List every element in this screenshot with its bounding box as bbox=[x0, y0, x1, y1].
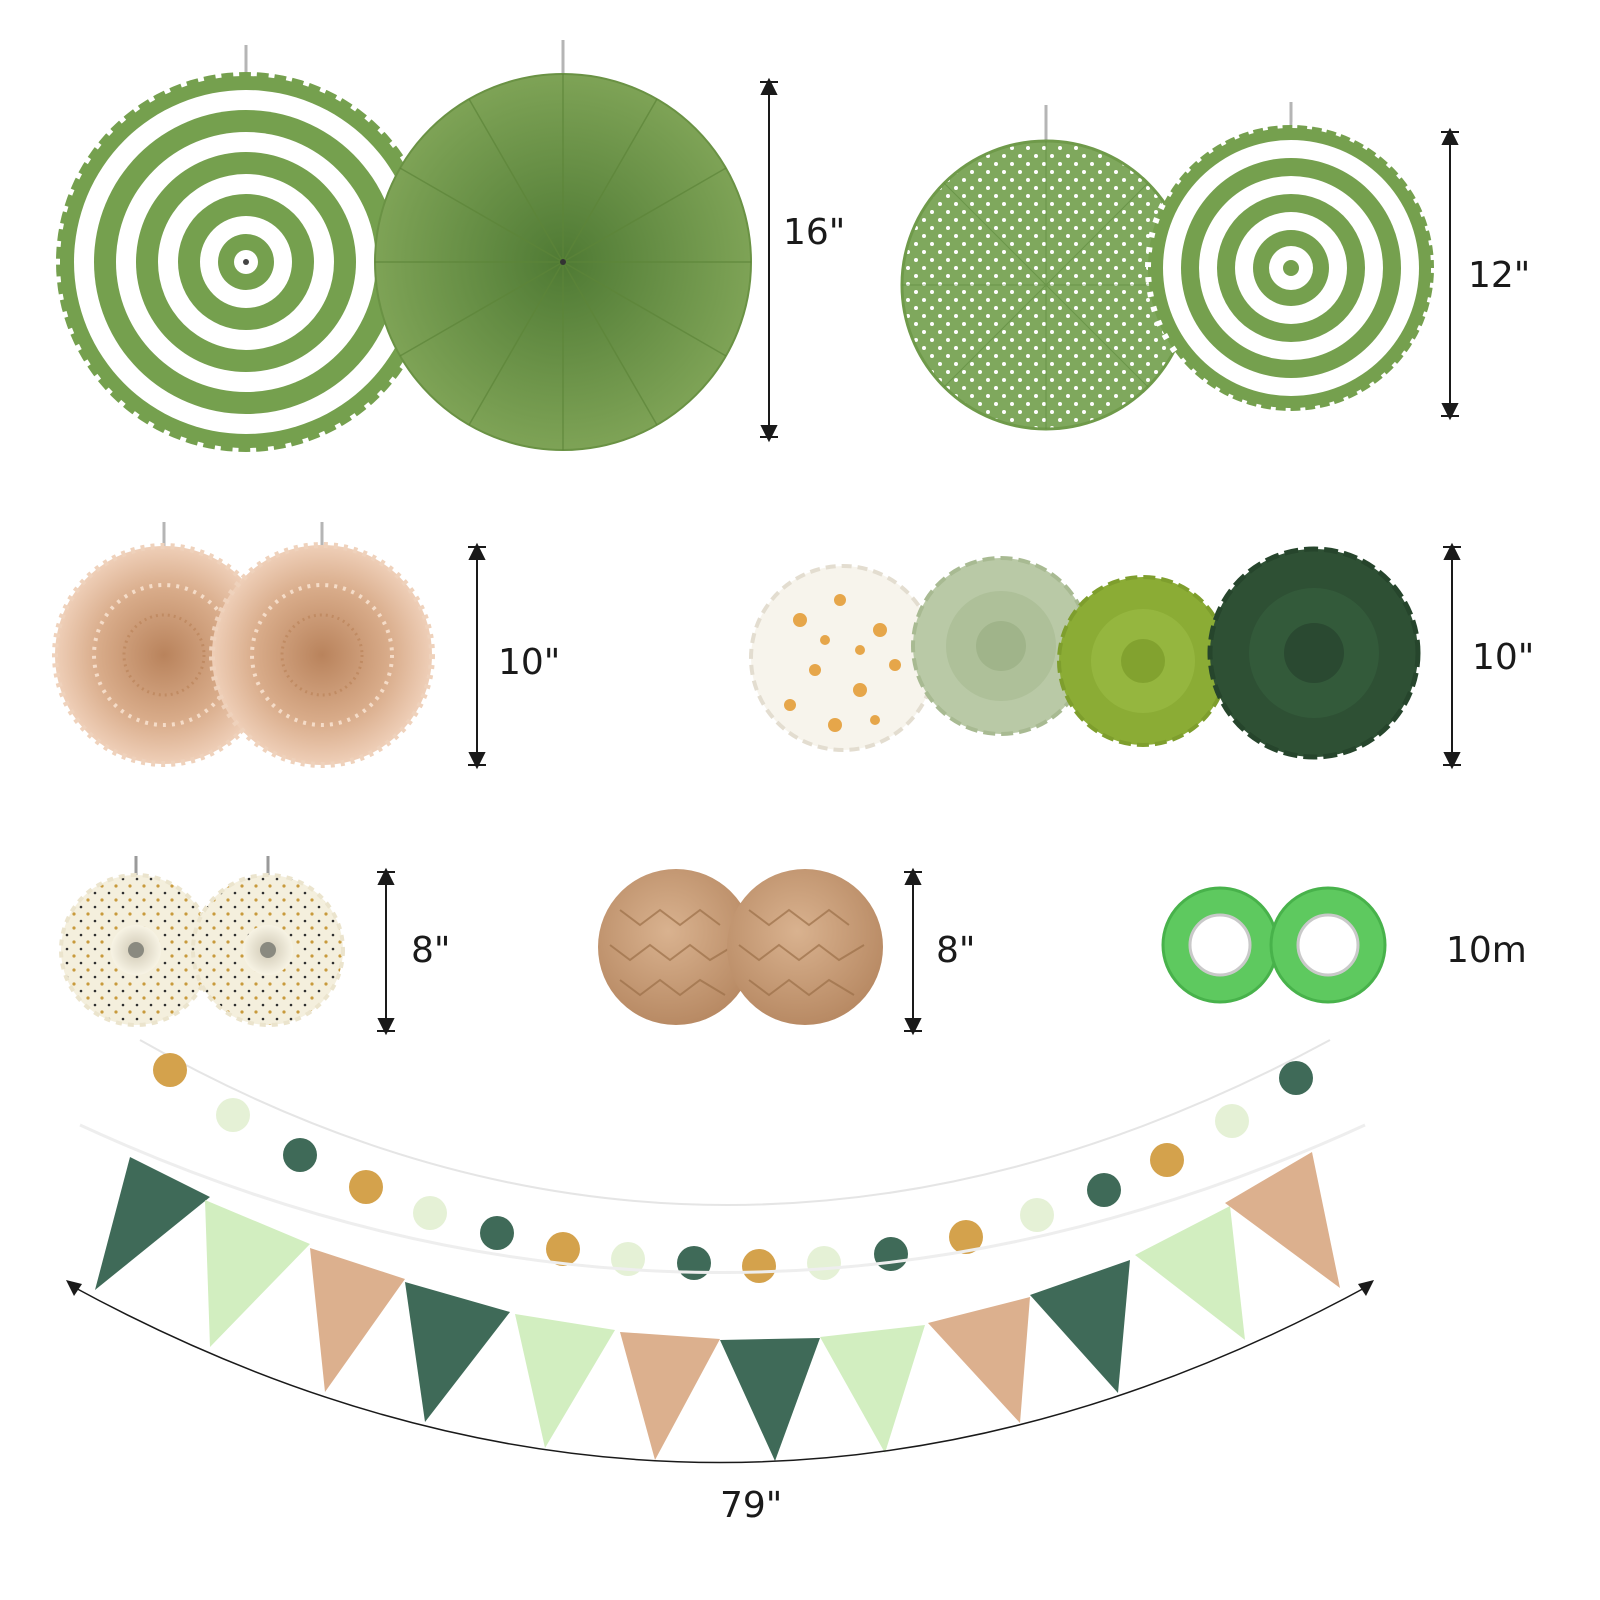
pom-pom-lime bbox=[1057, 575, 1229, 747]
cream-gold-dot-fan-right bbox=[191, 856, 345, 1027]
size-label-kraft-fans: 10" bbox=[498, 642, 561, 683]
pennant-banner bbox=[79, 1123, 1366, 1461]
striped-green-fan-medium bbox=[1145, 102, 1437, 414]
dimension-arrow-16in bbox=[760, 77, 778, 443]
pom-pom-white-gold-dot bbox=[749, 564, 937, 752]
size-label-pom-poms: 10" bbox=[1472, 637, 1535, 678]
pom-pom-dark-green bbox=[1207, 546, 1421, 760]
dimension-arrow-8in-fans bbox=[377, 867, 395, 1036]
cream-gold-dot-fan-left bbox=[59, 856, 213, 1027]
striped-green-fan-large bbox=[52, 45, 440, 456]
green-tape-roll-right bbox=[1269, 886, 1387, 1004]
pom-pom-sage bbox=[911, 556, 1091, 736]
size-label-garland: 79" bbox=[720, 1485, 783, 1526]
size-label-honeycomb-balls: 8" bbox=[936, 930, 976, 971]
honeycomb-ball-left bbox=[598, 869, 754, 1025]
dimension-arrow-10in-fans bbox=[468, 542, 486, 770]
size-label-small-fans: 8" bbox=[411, 930, 451, 971]
dimension-arrow-8in-balls bbox=[904, 867, 922, 1036]
dimension-arrow-10in-poms bbox=[1443, 542, 1461, 770]
green-tape-roll-left bbox=[1161, 886, 1279, 1004]
circle-dot-garland bbox=[139, 1039, 1331, 1283]
kraft-fan-right bbox=[209, 522, 435, 768]
honeycomb-ball-right bbox=[727, 869, 883, 1025]
size-label-tape: 10m bbox=[1446, 930, 1527, 971]
dimension-arc-79in bbox=[66, 1280, 1374, 1464]
size-label-medium-fans: 12" bbox=[1468, 255, 1531, 296]
dimension-arrow-12in bbox=[1441, 127, 1459, 421]
size-label-large-fans: 16" bbox=[783, 212, 846, 253]
solid-green-fan-large bbox=[374, 40, 752, 451]
